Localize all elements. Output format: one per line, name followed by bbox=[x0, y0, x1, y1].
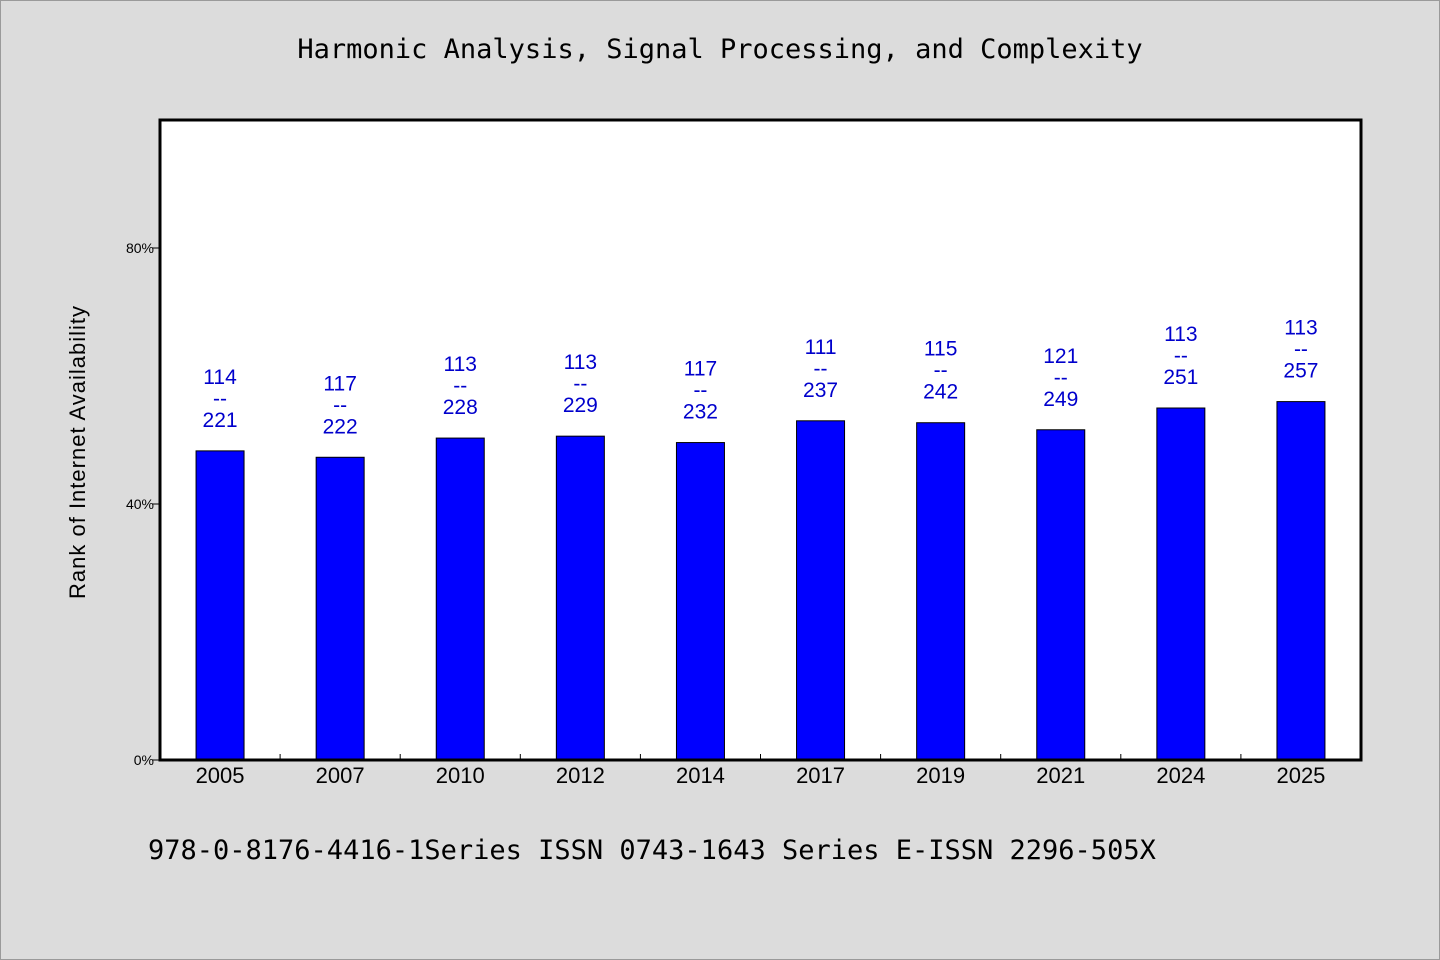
data-label-2012-line-1: 113 bbox=[564, 351, 597, 374]
data-label-2024-line-2: -- bbox=[1174, 345, 1188, 368]
data-labels-layer: 114--221117--222113--228113--229117--232… bbox=[203, 317, 1319, 439]
bar-2007 bbox=[315, 456, 365, 761]
data-label-2021-line-2: -- bbox=[1054, 366, 1068, 389]
bar-2017 bbox=[796, 420, 846, 761]
x-tick-label-2021: 2021 bbox=[1036, 763, 1085, 788]
data-label-2019-line-3: 242 bbox=[923, 381, 958, 404]
data-label-2005-line-3: 221 bbox=[203, 409, 238, 432]
bar-2012 bbox=[555, 435, 605, 761]
data-label-2010-line-2: -- bbox=[453, 375, 467, 398]
x-tick-label-2007: 2007 bbox=[316, 763, 365, 788]
data-label-2010-line-1: 113 bbox=[444, 353, 477, 376]
x-tick-label-2005: 2005 bbox=[196, 763, 245, 788]
bar-2005 bbox=[195, 450, 245, 761]
data-label-2025-line-3: 257 bbox=[1283, 360, 1318, 383]
data-label-2012-line-3: 229 bbox=[563, 394, 598, 417]
data-label-2025-line-2: -- bbox=[1294, 338, 1308, 361]
chart-title: Harmonic Analysis, Signal Processing, an… bbox=[297, 34, 1143, 65]
y-tick-label-0: 0% bbox=[134, 752, 154, 768]
x-tick-label-2010: 2010 bbox=[436, 763, 485, 788]
bar-2025 bbox=[1276, 401, 1326, 761]
data-label-2024-line-3: 251 bbox=[1163, 366, 1198, 389]
axis-layer: 2005 2007 2010 2012 2014 2017 2019 2021 2024 2025… bbox=[126, 240, 1325, 788]
data-label-2007-line-3: 222 bbox=[323, 415, 358, 438]
bar-2014 bbox=[675, 442, 725, 761]
data-label-2017-line-2: -- bbox=[814, 357, 828, 380]
x-tick-label-2025: 2025 bbox=[1276, 763, 1325, 788]
y-tick-label-80: 80% bbox=[126, 240, 154, 256]
bar-2024 bbox=[1156, 407, 1206, 761]
bar-2010 bbox=[435, 437, 485, 761]
x-tick-label-2014: 2014 bbox=[676, 763, 725, 788]
data-label-2014-line-2: -- bbox=[693, 379, 707, 402]
data-label-2019-line-1: 115 bbox=[924, 338, 957, 361]
data-label-2010-line-3: 228 bbox=[443, 396, 478, 419]
y-tick-label-40: 40% bbox=[126, 496, 154, 512]
data-label-2007-line-1: 117 bbox=[323, 372, 356, 395]
data-label-2007-line-2: -- bbox=[333, 394, 347, 417]
data-label-2024-line-1: 113 bbox=[1164, 323, 1197, 346]
data-label-2021-line-3: 249 bbox=[1043, 388, 1078, 411]
data-label-2014-line-3: 232 bbox=[683, 401, 718, 424]
data-label-2014-line-1: 117 bbox=[684, 358, 717, 381]
data-label-2017-line-1: 111 bbox=[805, 336, 837, 359]
x-tick-label-2017: 2017 bbox=[796, 763, 845, 788]
x-tick-label-2012: 2012 bbox=[556, 763, 605, 788]
footer-issn-note: 978-0-8176-4416-1Series ISSN 0743-1643 S… bbox=[148, 835, 1156, 866]
data-label-2012-line-2: -- bbox=[573, 373, 587, 396]
bar-2019 bbox=[916, 422, 966, 761]
data-label-2025-line-1: 113 bbox=[1284, 317, 1317, 340]
x-tick-label-2019: 2019 bbox=[916, 763, 965, 788]
data-label-2005-line-2: -- bbox=[213, 387, 227, 410]
data-label-2005-line-1: 114 bbox=[203, 366, 237, 389]
plot-border bbox=[158, 118, 1363, 762]
y-axis-label: Rank of Internet Availability bbox=[65, 305, 90, 599]
x-tick-label-2024: 2024 bbox=[1156, 763, 1205, 788]
bar-2021 bbox=[1036, 429, 1086, 761]
data-label-2019-line-2: -- bbox=[934, 359, 948, 382]
data-label-2017-line-3: 237 bbox=[803, 379, 838, 402]
data-label-2021-line-1: 121 bbox=[1043, 345, 1078, 368]
bars-layer bbox=[195, 401, 1326, 761]
